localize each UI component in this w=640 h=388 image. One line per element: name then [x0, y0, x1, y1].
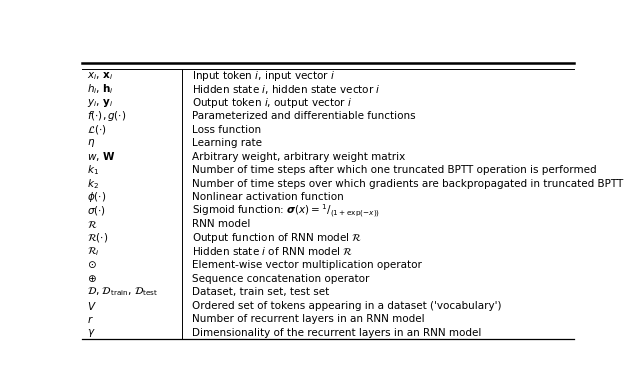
Text: $\phi(\cdot)$: $\phi(\cdot)$ — [88, 191, 107, 204]
Text: Number of time steps over which gradients are backpropagated in truncated BPTT: Number of time steps over which gradient… — [191, 179, 623, 189]
Text: RNN model: RNN model — [191, 220, 250, 229]
Text: $\odot$: $\odot$ — [88, 260, 97, 270]
Text: Output token $i$, output vector $i$: Output token $i$, output vector $i$ — [191, 96, 351, 110]
Text: $\gamma$: $\gamma$ — [88, 327, 96, 339]
Text: $\mathcal{R}_i$: $\mathcal{R}_i$ — [88, 245, 100, 258]
Text: $r$: $r$ — [88, 314, 94, 325]
Text: $\oplus$: $\oplus$ — [88, 273, 97, 284]
Text: Sequence concatenation operator: Sequence concatenation operator — [191, 274, 369, 284]
Text: $f(\cdot),g(\cdot)$: $f(\cdot),g(\cdot)$ — [88, 109, 127, 123]
Text: $V$: $V$ — [88, 300, 97, 312]
Text: Nonlinear activation function: Nonlinear activation function — [191, 192, 343, 203]
Text: Element-wise vector multiplication operator: Element-wise vector multiplication opera… — [191, 260, 422, 270]
Text: $h_i$, $\mathbf{h}_i$: $h_i$, $\mathbf{h}_i$ — [88, 82, 115, 96]
Text: Loss function: Loss function — [191, 125, 260, 135]
Text: $\mathcal{L}(\cdot)$: $\mathcal{L}(\cdot)$ — [88, 123, 107, 136]
Text: Input token $i$, input vector $i$: Input token $i$, input vector $i$ — [191, 69, 335, 83]
Text: Number of recurrent layers in an RNN model: Number of recurrent layers in an RNN mod… — [191, 314, 424, 324]
Text: $\sigma(\cdot)$: $\sigma(\cdot)$ — [88, 204, 106, 217]
Text: $y_i$, $\mathbf{y}_i$: $y_i$, $\mathbf{y}_i$ — [88, 97, 114, 109]
Text: $k_2$: $k_2$ — [88, 177, 99, 191]
Text: $x_i$, $\mathbf{x}_i$: $x_i$, $\mathbf{x}_i$ — [88, 70, 113, 81]
Text: $w$, $\mathbf{W}$: $w$, $\mathbf{W}$ — [88, 150, 116, 163]
Text: Arbitrary weight, arbitrary weight matrix: Arbitrary weight, arbitrary weight matri… — [191, 152, 405, 162]
Text: $\mathcal{R}$: $\mathcal{R}$ — [88, 219, 98, 230]
Text: Sigmoid function: $\boldsymbol{\sigma}(x) = {}^{1}/{}_{(1+\mathrm{exp}(-x))}$: Sigmoid function: $\boldsymbol{\sigma}(x… — [191, 202, 380, 220]
Text: $\mathcal{D}$, $\mathcal{D}_{\mathrm{train}}$, $\mathcal{D}_{\mathrm{test}}$: $\mathcal{D}$, $\mathcal{D}_{\mathrm{tra… — [88, 286, 159, 298]
Text: $k_1$: $k_1$ — [88, 163, 99, 177]
Text: Ordered set of tokens appearing in a dataset ('vocabulary'): Ordered set of tokens appearing in a dat… — [191, 301, 501, 310]
Text: Parameterized and differentiable functions: Parameterized and differentiable functio… — [191, 111, 415, 121]
Text: $\mathcal{R}(\cdot)$: $\mathcal{R}(\cdot)$ — [88, 232, 109, 244]
Text: Output function of RNN model $\mathcal{R}$: Output function of RNN model $\mathcal{R… — [191, 231, 362, 245]
Text: $\eta$: $\eta$ — [88, 137, 95, 149]
Text: Dimensionality of the recurrent layers in an RNN model: Dimensionality of the recurrent layers i… — [191, 327, 481, 338]
Text: Learning rate: Learning rate — [191, 138, 262, 148]
Text: Number of time steps after which one truncated BPTT operation is performed: Number of time steps after which one tru… — [191, 165, 596, 175]
Text: Hidden state $i$ of RNN model $\mathcal{R}$: Hidden state $i$ of RNN model $\mathcal{… — [191, 246, 353, 258]
Text: Dataset, train set, test set: Dataset, train set, test set — [191, 287, 329, 297]
Text: Hidden state $i$, hidden state vector $i$: Hidden state $i$, hidden state vector $i… — [191, 83, 380, 96]
